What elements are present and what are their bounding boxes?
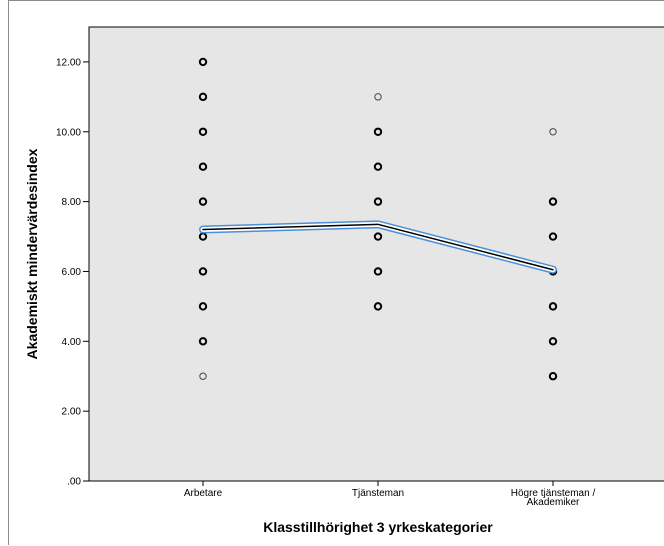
data-point: [373, 267, 383, 276]
x-tick-label: Arbetare: [184, 488, 223, 499]
data-point: [548, 302, 558, 311]
data-point: [198, 302, 208, 311]
chart-canvas: .00 2.00 4.00 6.00 8.00 10.00 12.00 Arbetare Tj…: [24, 26, 664, 535]
data-point: [373, 232, 383, 241]
x-tick-label: Tjänsteman: [352, 488, 404, 499]
data-point: [373, 197, 383, 206]
data-point: [198, 162, 208, 171]
x-tick-label: Högre tjänsteman /: [511, 488, 596, 499]
y-tick-label: 10.00: [56, 127, 81, 138]
y-tick-label: .00: [67, 477, 81, 488]
data-point: [198, 92, 208, 102]
data-point: [373, 127, 383, 136]
data-point: [374, 93, 382, 101]
data-point: [198, 267, 208, 276]
x-axis-title: Klasstillhörighet 3 yrkeskategorier: [263, 519, 493, 535]
y-tick-label: 2.00: [62, 407, 82, 418]
data-point: [548, 372, 558, 381]
mean-line: [199, 220, 557, 274]
data-point: [199, 372, 207, 380]
data-point: [198, 127, 208, 136]
plot-area: [88, 26, 664, 482]
x-tick-label: Akademiker: [527, 497, 580, 508]
data-point: [198, 197, 208, 206]
data-point: [548, 337, 558, 346]
y-axis: .00 2.00 4.00 6.00 8.00 10.00 12.00: [56, 57, 89, 488]
data-point: [198, 57, 208, 67]
y-tick-label: 8.00: [62, 197, 82, 208]
x-axis: Arbetare Tjänsteman Högre tjänsteman /Akad…: [184, 481, 596, 508]
data-point: [548, 232, 558, 241]
y-axis-title: Akademiskt mindervärdesindex: [24, 148, 40, 359]
data-point: [373, 162, 383, 171]
y-tick-label: 12.00: [56, 57, 81, 68]
data-point: [373, 302, 383, 311]
data-point: [549, 128, 557, 136]
y-tick-label: 6.00: [62, 267, 82, 278]
chart-frame: .00 2.00 4.00 6.00 8.00 10.00 12.00 Arbetare Tj…: [8, 0, 664, 545]
data-point: [548, 197, 558, 206]
data-point: [198, 337, 208, 346]
mean-line-core: [202, 223, 554, 271]
y-tick-label: 4.00: [62, 337, 82, 348]
